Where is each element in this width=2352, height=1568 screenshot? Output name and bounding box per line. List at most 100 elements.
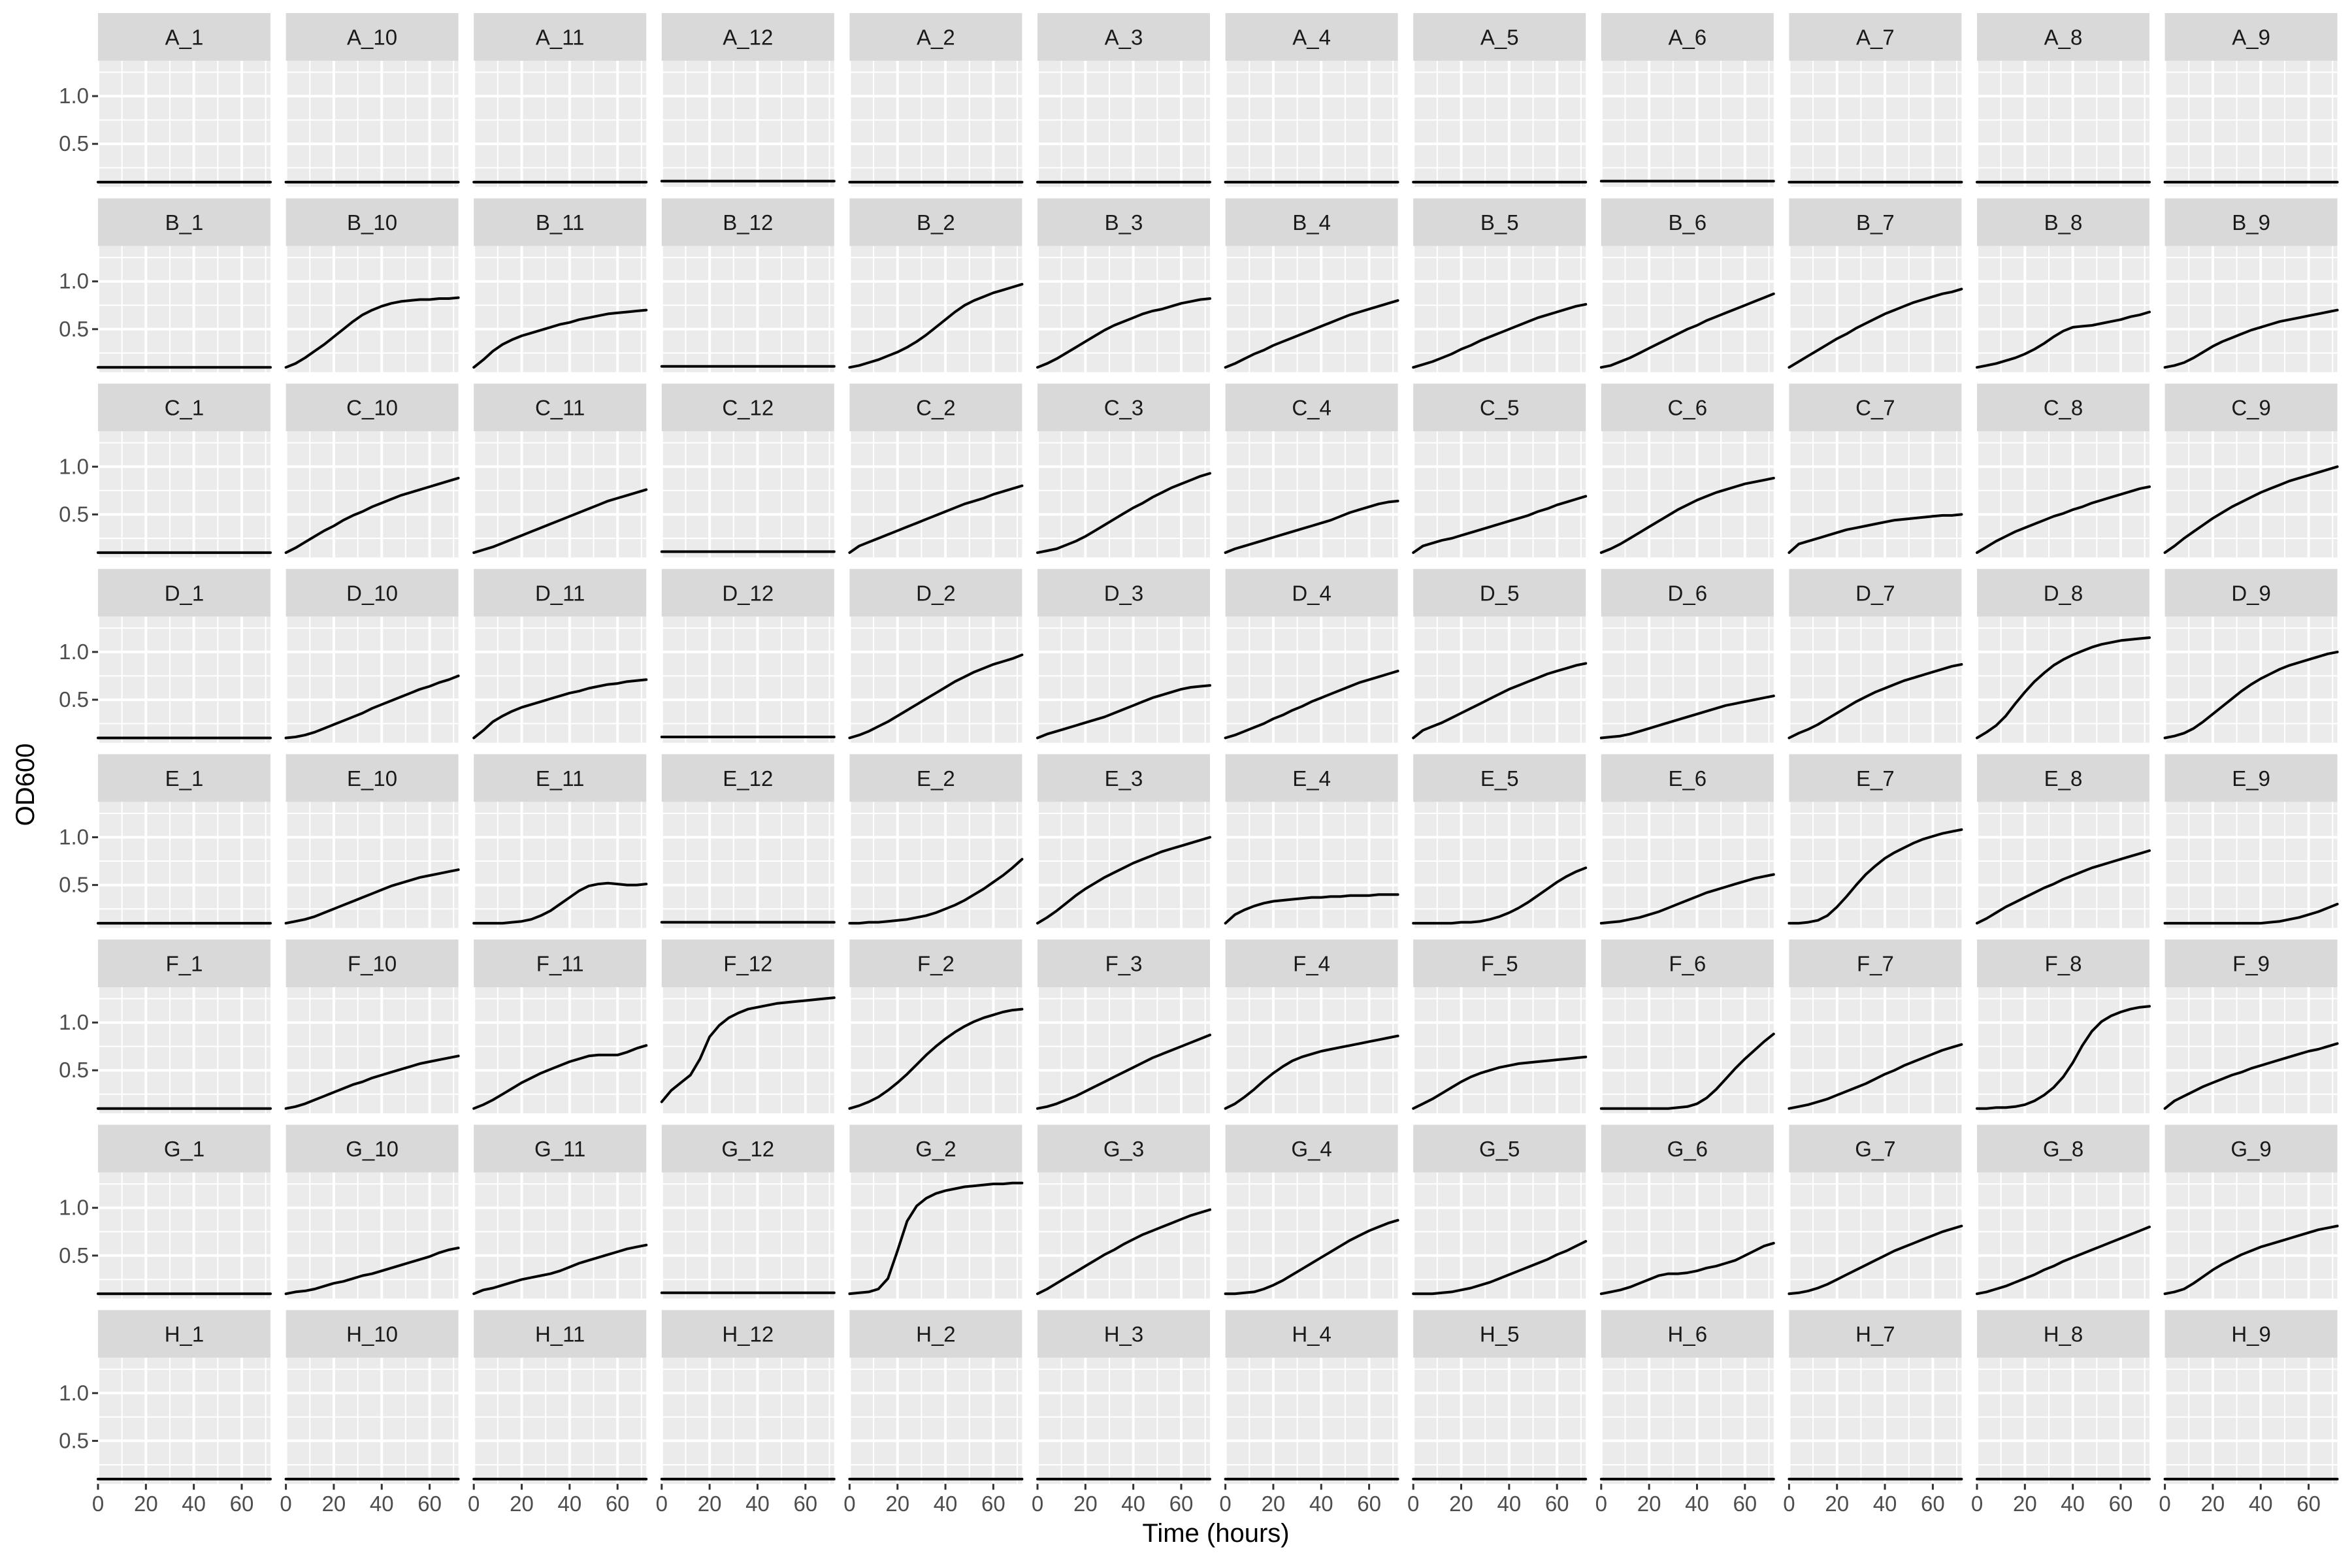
facet-panel: G_1 — [97, 1124, 272, 1299]
series-line — [1788, 287, 1963, 369]
facet-panel: H_12 — [660, 1310, 836, 1484]
series-line — [1599, 873, 1775, 925]
facet-strip-label: A_10 — [347, 25, 397, 50]
facet-strip — [1037, 1310, 1210, 1358]
facet-strip — [474, 1124, 647, 1173]
facet-strip-label: E_10 — [347, 766, 397, 791]
series-line — [1788, 662, 1963, 740]
facet-strip — [1037, 568, 1210, 617]
facet-strip — [1225, 939, 1398, 987]
x-tick-label: 40 — [745, 1492, 770, 1516]
facet-strip — [2164, 1310, 2338, 1358]
facet-strip-label: A_11 — [536, 25, 585, 50]
facet-strip-label: F_5 — [1481, 952, 1518, 976]
facet-strip-label: B_2 — [917, 210, 955, 235]
x-axis-title: Time (hours) — [1142, 1519, 1289, 1548]
y-tick-label: 0.5 — [59, 1058, 89, 1082]
x-tick-label: 40 — [558, 1492, 582, 1516]
y-tick-label: 0.5 — [59, 873, 89, 897]
series-line — [1599, 1241, 1775, 1296]
facet-strip-label: H_1 — [165, 1322, 204, 1347]
facet-strip — [286, 13, 459, 61]
series-line — [284, 476, 460, 554]
facet-strip-label: D_5 — [1480, 581, 1520, 605]
facet-strip — [1789, 568, 1962, 617]
facet-strip — [661, 939, 834, 987]
facet-panel: C_6 — [1599, 384, 1775, 558]
x-tick-label: 60 — [1733, 1492, 1757, 1516]
y-axis-title: OD600 — [11, 743, 40, 826]
series-line — [1412, 302, 1588, 369]
facet-strip-label: F_9 — [2232, 952, 2270, 976]
series-line — [848, 1181, 1024, 1296]
facet-panel: B_4 — [1224, 198, 1399, 372]
facet-panel: C_7 — [1788, 384, 1963, 558]
series-line — [1412, 1055, 1588, 1110]
facet-strip-label: B_7 — [1856, 210, 1895, 235]
facet-strip — [661, 1124, 834, 1173]
facet-strip — [661, 1310, 834, 1358]
facet-panel: E_10 — [284, 754, 460, 928]
x-tick-label: 0 — [468, 1492, 480, 1516]
series-line — [1976, 636, 2151, 740]
facet-panel: D_4 — [1224, 568, 1399, 743]
facet-panel: A_8 — [1976, 13, 2151, 187]
facet-strip-label: A_2 — [917, 25, 955, 50]
facet-strip — [1413, 568, 1586, 617]
x-tick-label: 20 — [1637, 1492, 1661, 1516]
facet-strip — [2164, 1124, 2338, 1173]
x-tick-label: 60 — [1169, 1492, 1194, 1516]
facet-strip-label: H_10 — [346, 1322, 398, 1347]
facet-strip-label: E_8 — [2044, 766, 2083, 791]
facet-strip — [849, 939, 1022, 987]
facet-panel: D_8 — [1976, 568, 2151, 743]
facet-panel: C_5 — [1412, 384, 1588, 558]
facet-strip-label: C_1 — [165, 396, 204, 420]
facet-strip-label: G_10 — [346, 1137, 399, 1161]
x-tick-label: 60 — [2296, 1492, 2321, 1516]
facet-strip — [1413, 754, 1586, 802]
facet-panel: D_9 — [2163, 568, 2339, 743]
facet-strip — [1037, 384, 1210, 432]
facet-strip-label: D_11 — [535, 581, 585, 605]
x-tick-label: 0 — [1783, 1492, 1795, 1516]
facet-panel: A_7 — [1788, 13, 1963, 187]
facet-strip — [1977, 1310, 2149, 1358]
facet-panel: H_6 — [1599, 1310, 1775, 1484]
facet-strip-label: E_11 — [536, 766, 585, 791]
facet-strip-label: G_9 — [2230, 1137, 2271, 1161]
facet-strip — [1601, 754, 1774, 802]
facet-strip — [1413, 1124, 1586, 1173]
facet-panel: B_6 — [1599, 198, 1775, 372]
facet-strip — [849, 1124, 1022, 1173]
facet-strip — [286, 939, 459, 987]
facet-panel: F_8 — [1976, 939, 2151, 1113]
facet-strip-label: F_11 — [536, 952, 584, 976]
facet-panel: A_2 — [848, 13, 1024, 187]
facet-strip — [1789, 754, 1962, 802]
series-line — [1224, 299, 1399, 369]
series-line — [1036, 836, 1211, 925]
facet-panel: A_4 — [1224, 13, 1399, 187]
facet-strip-label: G_3 — [1103, 1137, 1144, 1161]
facet-strip-label: H_11 — [535, 1322, 585, 1347]
facet-strip-label: D_12 — [722, 581, 774, 605]
facet-panel: G_6 — [1599, 1124, 1775, 1299]
facet-panel: D_11 — [472, 568, 648, 743]
x-tick-label: 20 — [1073, 1492, 1098, 1516]
facet-panel: F_12 — [660, 939, 836, 1113]
facet-strip — [98, 939, 270, 987]
facet-panel: A_6 — [1599, 13, 1775, 187]
facet-strip-label: B_9 — [2232, 210, 2270, 235]
facet-strip-label: B_1 — [165, 210, 204, 235]
facet-strip-label: A_3 — [1105, 25, 1143, 50]
series-line — [284, 1054, 460, 1110]
facet-strip — [1413, 13, 1586, 61]
series-line — [1412, 662, 1588, 740]
facet-panel: C_2 — [848, 384, 1024, 558]
series-line — [284, 1247, 460, 1296]
x-tick-label: 60 — [606, 1492, 630, 1516]
x-tick-label: 60 — [793, 1492, 817, 1516]
facet-strip-label: F_12 — [723, 952, 772, 976]
facet-strip — [1977, 1124, 2149, 1173]
